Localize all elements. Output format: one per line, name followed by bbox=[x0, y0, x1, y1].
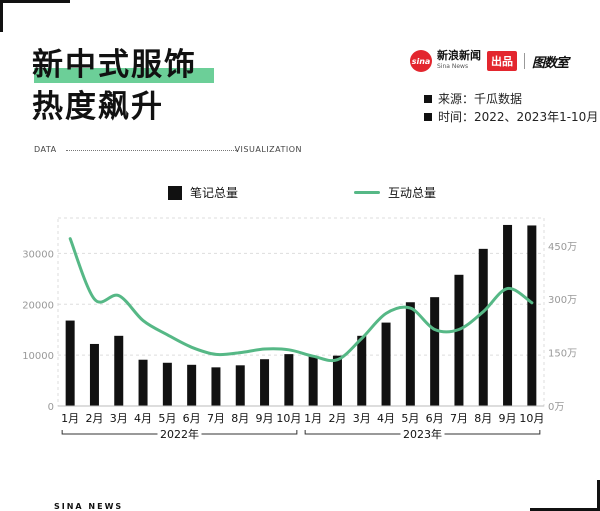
frame-corner-tl-v bbox=[0, 0, 3, 32]
bar-notes bbox=[503, 224, 513, 406]
brand-separator bbox=[524, 53, 525, 69]
x-tick-label: 10月 bbox=[276, 412, 301, 425]
frame-corner-br-v bbox=[597, 480, 600, 511]
bar-notes bbox=[454, 274, 464, 406]
x-tick-label: 6月 bbox=[183, 412, 201, 425]
bar-notes bbox=[162, 362, 172, 406]
bar-notes bbox=[284, 354, 294, 406]
x-tick-label: 6月 bbox=[426, 412, 444, 425]
x-tick-label: 3月 bbox=[353, 412, 371, 425]
bar-notes bbox=[405, 302, 415, 406]
right-tick-label: 300万 bbox=[548, 295, 577, 306]
x-tick-label: 1月 bbox=[304, 412, 322, 425]
right-tick-label: 0万 bbox=[548, 402, 564, 413]
x-tick-label: 5月 bbox=[158, 412, 176, 425]
x-tick-label: 5月 bbox=[401, 412, 419, 425]
bar-notes bbox=[308, 356, 318, 406]
x-tick-label: 7月 bbox=[207, 412, 225, 425]
x-tick-label: 2月 bbox=[85, 412, 103, 425]
legend-line-swatch bbox=[354, 191, 380, 194]
x-tick-label: 7月 bbox=[450, 412, 468, 425]
bar-notes bbox=[235, 365, 245, 406]
title-line-1: 新中式服饰 bbox=[32, 44, 214, 86]
bar-notes bbox=[260, 359, 270, 406]
group-bracket bbox=[444, 430, 541, 435]
visualization-label: VISUALIZATION bbox=[234, 145, 302, 154]
sina-name-cn: 新浪新闻 bbox=[437, 49, 481, 62]
x-tick-label: 1月 bbox=[61, 412, 79, 425]
right-tick-label: 150万 bbox=[548, 349, 577, 360]
time-text: 时间：2022、2023年1-10月 bbox=[438, 110, 599, 124]
footer-brand: SINA NEWS bbox=[54, 502, 124, 511]
title-text-2: 热度飙升 bbox=[32, 89, 164, 125]
x-tick-label: 4月 bbox=[134, 412, 152, 425]
x-tick-label: 10月 bbox=[519, 412, 544, 425]
legend-item-interactions: 互动总量 bbox=[354, 184, 436, 201]
frame-corner-tl-h bbox=[0, 0, 70, 3]
brand-bar: sina 新浪新闻 Sina News 出品 图数室 bbox=[410, 48, 569, 74]
x-tick-label: 4月 bbox=[377, 412, 395, 425]
square-bullet-icon bbox=[424, 113, 432, 121]
bar-notes bbox=[65, 320, 75, 406]
bar-notes bbox=[138, 359, 148, 406]
bar-notes bbox=[381, 322, 391, 406]
x-tick-label: 2月 bbox=[328, 412, 346, 425]
bar-notes bbox=[187, 364, 197, 406]
bar-notes bbox=[357, 335, 367, 406]
group-bracket bbox=[201, 430, 298, 435]
bar-notes bbox=[527, 225, 537, 406]
produced-badge: 出品 bbox=[487, 51, 517, 71]
x-tick-label: 3月 bbox=[110, 412, 128, 425]
bar-notes bbox=[211, 367, 221, 406]
bar-notes bbox=[114, 335, 124, 406]
title-line-2: 热度飙升 bbox=[32, 86, 197, 128]
legend-label-notes: 笔记总量 bbox=[190, 186, 239, 200]
left-tick-label: 0 bbox=[48, 402, 54, 413]
bar-notes bbox=[478, 248, 488, 406]
square-bullet-icon bbox=[424, 95, 432, 103]
legend-label-interactions: 互动总量 bbox=[388, 186, 437, 200]
left-tick-label: 20000 bbox=[22, 300, 54, 311]
bar-notes bbox=[89, 343, 99, 406]
dotted-divider bbox=[66, 150, 238, 151]
time-note: 时间：2022、2023年1-10月 bbox=[424, 108, 598, 125]
bar-notes bbox=[332, 355, 342, 406]
sina-logo-icon: sina bbox=[410, 50, 432, 72]
frame-corner-br-h bbox=[530, 508, 600, 511]
title-highlight bbox=[34, 68, 214, 83]
group-bracket bbox=[61, 430, 158, 435]
title-text-1: 新中式服饰 bbox=[32, 47, 197, 83]
x-tick-label: 9月 bbox=[256, 412, 274, 425]
data-label: DATA bbox=[34, 145, 57, 154]
right-tick-label: 450万 bbox=[548, 242, 577, 253]
group-bracket bbox=[304, 430, 401, 435]
x-tick-label: 8月 bbox=[474, 412, 492, 425]
bar-notes bbox=[430, 297, 440, 406]
legend-bar-swatch bbox=[168, 185, 182, 200]
source-text: 来源：千瓜数据 bbox=[438, 92, 523, 106]
left-tick-label: 10000 bbox=[22, 351, 54, 362]
studio-logo: 图数室 bbox=[532, 55, 569, 71]
sina-name: 新浪新闻 Sina News bbox=[437, 50, 481, 72]
plot-frame bbox=[57, 217, 545, 407]
legend-item-notes: 笔记总量 bbox=[168, 184, 238, 201]
page-title: 新中式服饰 热度飙升 bbox=[32, 44, 214, 128]
x-tick-label: 8月 bbox=[231, 412, 249, 425]
group-label: 2022年 bbox=[160, 427, 199, 441]
x-tick-label: 9月 bbox=[499, 412, 517, 425]
source-note: 来源：千瓜数据 bbox=[424, 90, 522, 107]
sina-name-en: Sina News bbox=[437, 63, 469, 70]
group-label: 2023年 bbox=[403, 427, 442, 441]
line-interactions bbox=[68, 237, 534, 363]
left-tick-label: 30000 bbox=[22, 249, 54, 260]
